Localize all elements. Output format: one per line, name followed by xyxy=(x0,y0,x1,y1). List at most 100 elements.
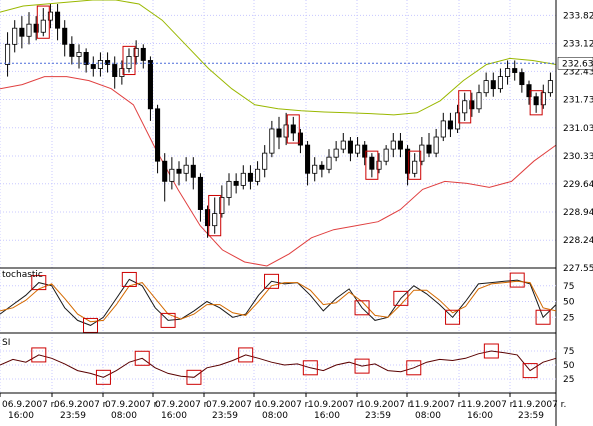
stoch-panel-marker-box xyxy=(121,271,137,287)
candle-body xyxy=(455,112,461,130)
rsi-panel-marker-box xyxy=(406,360,422,376)
stoch-panel-marker-box xyxy=(264,273,280,289)
price-marker-box xyxy=(208,194,222,237)
stoch-panel-marker-box xyxy=(83,317,99,333)
stoch-panel-marker-box xyxy=(509,272,525,288)
price-marker-box xyxy=(36,5,50,39)
candle-body xyxy=(183,164,189,174)
stoch-panel-series-line xyxy=(0,278,557,326)
candle-body xyxy=(297,132,303,146)
x-tick-date: 06.9.2007 r. xyxy=(54,400,108,410)
candle-body xyxy=(433,136,439,154)
x-tick-time: 16:00 xyxy=(8,411,34,421)
candle-body xyxy=(533,96,539,106)
price-marker-box xyxy=(458,90,472,124)
stoch-panel-marker-box xyxy=(393,290,409,306)
rsi-title: SI xyxy=(2,338,10,348)
x-tick-date: 10.9.2007 r. xyxy=(256,400,310,410)
price-tick-label: 233.82 xyxy=(563,11,593,21)
candle-body xyxy=(140,47,146,61)
stochastic-panel: 75 50 25 xyxy=(0,270,575,334)
candle-body xyxy=(312,164,318,174)
candle-body xyxy=(490,80,496,90)
candle-body xyxy=(305,144,311,174)
candle-body xyxy=(462,100,468,114)
price-marker-box xyxy=(408,150,422,180)
candle-body xyxy=(376,160,382,170)
x-tick-time: 08:00 xyxy=(262,411,288,421)
stoch-panel-series-line xyxy=(0,280,557,323)
stoch-panel-marker-box xyxy=(31,275,47,291)
price-tick-label: 228.94 xyxy=(563,208,593,218)
x-tick-date: 07.9.2007 r. xyxy=(155,400,209,410)
x-tick-time: 23:59 xyxy=(518,411,544,421)
current-price-tag xyxy=(557,57,593,70)
x-tick-time: 08:00 xyxy=(111,411,137,421)
rsi-panel-tick-label: 25 xyxy=(563,375,574,385)
candle-body xyxy=(26,23,32,37)
candle-body xyxy=(119,68,125,77)
candle-body xyxy=(262,152,268,170)
bollinger-lower-line xyxy=(0,76,557,267)
stoch-panel-marker-box xyxy=(160,312,176,328)
rsi-panel-marker-box xyxy=(238,347,254,363)
candle-body xyxy=(476,92,482,110)
candle-body xyxy=(190,164,196,178)
price-marker-box xyxy=(122,45,136,76)
rsi-panel-series-line xyxy=(0,350,557,378)
stoch-panel-marker-box xyxy=(535,309,551,325)
candle-body xyxy=(512,68,518,73)
stoch-panel-tick-label: 50 xyxy=(563,298,575,308)
candle-body xyxy=(483,80,489,94)
candle-body xyxy=(90,64,96,69)
x-tick-time: 16:00 xyxy=(314,411,340,421)
price-marker-box xyxy=(365,150,379,180)
candle-body xyxy=(505,68,511,77)
rsi-panel-tick-label: 75 xyxy=(563,347,574,357)
candle-body xyxy=(19,27,25,37)
x-tick-date: 11.9.2007 r. xyxy=(461,400,515,410)
candle-body xyxy=(447,120,453,130)
x-tick-date: 10.9.2007 r. xyxy=(308,400,362,410)
price-tick-label: 231.73 xyxy=(563,96,593,106)
candle-body xyxy=(219,197,225,214)
candle-body xyxy=(212,213,218,227)
candle-body xyxy=(133,47,139,57)
candle-body xyxy=(326,156,332,170)
candle-body xyxy=(147,60,153,110)
candle-body xyxy=(269,128,275,154)
candle-body xyxy=(276,128,282,138)
candle-body xyxy=(55,11,61,29)
price-tick-label: 228.24 xyxy=(563,236,593,246)
candle-body xyxy=(547,80,553,94)
rsi-panel-marker-box xyxy=(186,369,202,385)
rsi-panel-marker-box xyxy=(354,358,370,374)
candle-body xyxy=(497,76,503,90)
candle-body xyxy=(62,27,68,45)
price-tick-label: 231.03 xyxy=(563,124,593,134)
candle-body xyxy=(255,168,261,182)
price-marker-box xyxy=(286,114,300,144)
candle-body xyxy=(176,168,182,174)
candle-body xyxy=(105,60,111,65)
candle-body xyxy=(247,172,253,182)
x-tick-date: 07.9.2007 r. xyxy=(206,400,260,410)
candle-body xyxy=(169,168,175,182)
candle-body xyxy=(226,180,232,198)
candle-body xyxy=(69,43,75,57)
x-tick-date: 11.9.2007 r. xyxy=(409,400,463,410)
x-tick-date: 06.9.2007 r. xyxy=(2,400,56,410)
rsi-panel-marker-box xyxy=(483,343,499,359)
candle-body xyxy=(369,156,375,170)
candle-body xyxy=(390,140,396,150)
x-tick-time: 16:00 xyxy=(161,411,187,421)
x-tick-date: 11.9.2007 r. xyxy=(512,400,566,410)
stoch-panel-marker-box xyxy=(445,309,461,325)
rsi-panel-marker-box xyxy=(134,350,150,366)
candle-body xyxy=(12,27,18,45)
candle-body xyxy=(426,144,432,154)
candle-body xyxy=(240,172,246,186)
candle-body xyxy=(126,56,132,69)
rsi-panel-tick-label: 50 xyxy=(563,361,575,371)
